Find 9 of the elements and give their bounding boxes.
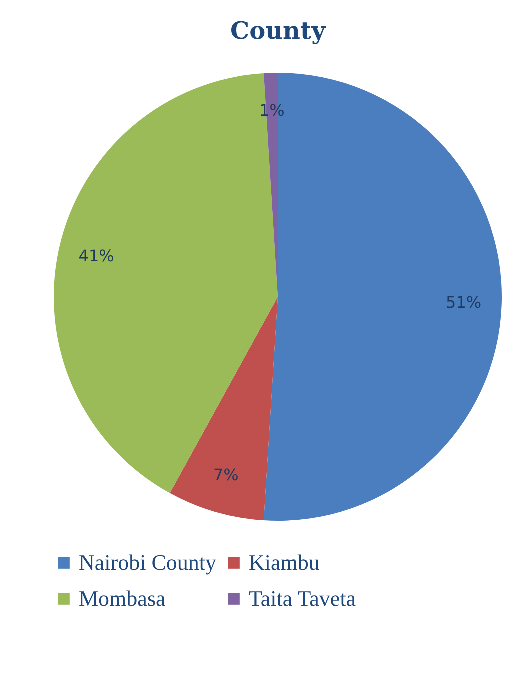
legend-label: Taita Taveta — [249, 586, 356, 611]
data-label: 51% — [446, 292, 482, 312]
data-label: 41% — [78, 246, 114, 266]
pie-slice — [170, 297, 278, 521]
legend-label: Mombasa — [79, 586, 166, 611]
chart-title: County — [230, 16, 327, 45]
legend-label: Nairobi County — [79, 550, 216, 575]
legend-label: Kiambu — [249, 550, 320, 575]
data-label: 7% — [213, 466, 239, 485]
